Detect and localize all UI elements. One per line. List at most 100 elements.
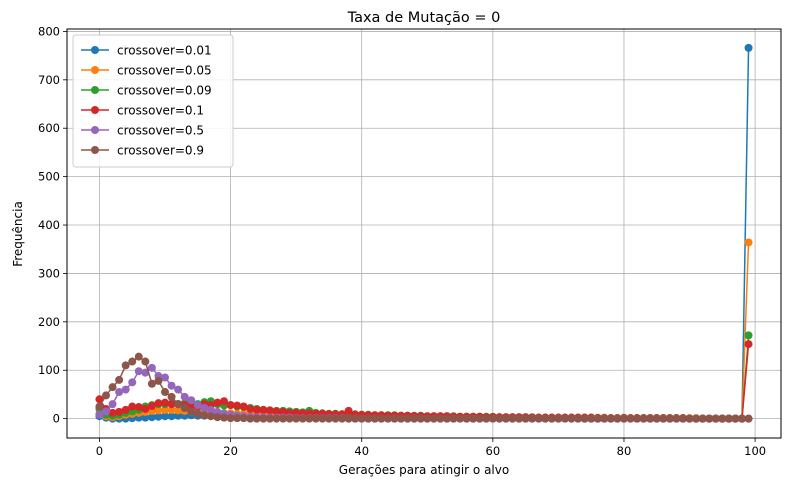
data-point xyxy=(501,414,510,423)
data-point xyxy=(305,414,314,423)
data-point xyxy=(508,414,517,423)
data-point xyxy=(252,405,261,414)
data-point xyxy=(613,414,622,423)
y-axis-ticks: 0 100 200 300 400 500 600 700 800 xyxy=(38,24,67,426)
legend-label: crossover=0.05 xyxy=(117,64,212,78)
data-point xyxy=(344,414,353,423)
data-point xyxy=(495,414,504,423)
data-point xyxy=(147,363,156,372)
data-point xyxy=(410,414,419,423)
legend: crossover=0.01 crossover=0.05 crossover=0.… xyxy=(72,34,234,168)
data-point xyxy=(587,414,596,423)
legend-box xyxy=(72,34,234,168)
data-point xyxy=(711,414,720,423)
data-point xyxy=(108,400,117,409)
data-point xyxy=(311,414,320,423)
data-point xyxy=(134,403,143,412)
data-point xyxy=(265,414,274,423)
plot-area-frame xyxy=(66,28,782,439)
data-point xyxy=(534,414,543,423)
data-point xyxy=(95,402,104,411)
series-layer xyxy=(95,43,753,423)
x-axis-label: Gerações para atingir o alvo xyxy=(339,463,509,477)
data-point xyxy=(180,392,189,401)
data-point xyxy=(154,406,163,415)
data-point xyxy=(488,414,497,423)
data-point xyxy=(482,414,491,423)
data-point xyxy=(285,414,294,423)
data-point xyxy=(593,414,602,423)
data-point xyxy=(377,414,386,423)
y-tick-label: 100 xyxy=(38,363,60,377)
data-point xyxy=(252,414,261,423)
data-point xyxy=(659,414,668,423)
data-point xyxy=(737,414,746,423)
data-point xyxy=(619,414,628,423)
data-point xyxy=(351,414,360,423)
data-point xyxy=(442,414,451,423)
data-point xyxy=(95,395,104,404)
data-point xyxy=(226,414,235,423)
data-point xyxy=(206,405,215,414)
data-point xyxy=(147,413,156,422)
data-point xyxy=(102,391,111,400)
data-point xyxy=(665,414,674,423)
data-point xyxy=(128,357,137,366)
data-point xyxy=(128,402,137,411)
data-point xyxy=(744,238,753,247)
data-point xyxy=(265,406,274,415)
data-point xyxy=(606,414,615,423)
data-point xyxy=(161,412,170,421)
data-point xyxy=(167,412,176,421)
data-point xyxy=(633,414,642,423)
data-point xyxy=(259,414,268,423)
x-tick-label: 0 xyxy=(96,444,103,458)
data-point xyxy=(213,413,222,422)
chart-title: Taxa de Mutação = 0 xyxy=(347,10,501,26)
data-point xyxy=(239,402,248,411)
data-point xyxy=(423,414,432,423)
data-point xyxy=(744,43,753,52)
data-point xyxy=(685,414,694,423)
data-point xyxy=(220,397,229,406)
legend-label: crossover=0.5 xyxy=(117,124,204,138)
legend-label: crossover=0.9 xyxy=(117,144,204,158)
grid-lines xyxy=(67,29,781,438)
data-point xyxy=(187,407,196,416)
data-point xyxy=(456,414,465,423)
data-point xyxy=(449,414,458,423)
data-point xyxy=(344,406,353,415)
data-point xyxy=(390,414,399,423)
data-point xyxy=(547,414,556,423)
data-point xyxy=(128,378,137,387)
data-point xyxy=(121,405,130,414)
y-tick-label: 800 xyxy=(38,24,60,38)
y-tick-label: 300 xyxy=(38,266,60,280)
data-point xyxy=(213,398,222,407)
data-point xyxy=(646,414,655,423)
x-tick-label: 20 xyxy=(223,444,238,458)
data-point xyxy=(403,414,412,423)
x-tick-label: 80 xyxy=(617,444,632,458)
x-tick-label: 100 xyxy=(744,444,766,458)
data-point xyxy=(475,414,484,423)
x-tick-label: 40 xyxy=(354,444,369,458)
data-point xyxy=(102,407,111,416)
legend-item: crossover=0.5 xyxy=(81,124,204,138)
data-point xyxy=(141,357,150,366)
data-point xyxy=(174,406,183,415)
data-point xyxy=(272,407,281,416)
data-point xyxy=(115,375,124,384)
data-point xyxy=(147,402,156,411)
data-point xyxy=(187,396,196,405)
data-point xyxy=(193,409,202,418)
data-point xyxy=(115,388,124,397)
data-point xyxy=(95,410,104,419)
data-point xyxy=(121,385,130,394)
data-point xyxy=(678,414,687,423)
data-point xyxy=(515,414,524,423)
data-point xyxy=(364,414,373,423)
data-point xyxy=(239,414,248,423)
data-point xyxy=(115,407,124,416)
